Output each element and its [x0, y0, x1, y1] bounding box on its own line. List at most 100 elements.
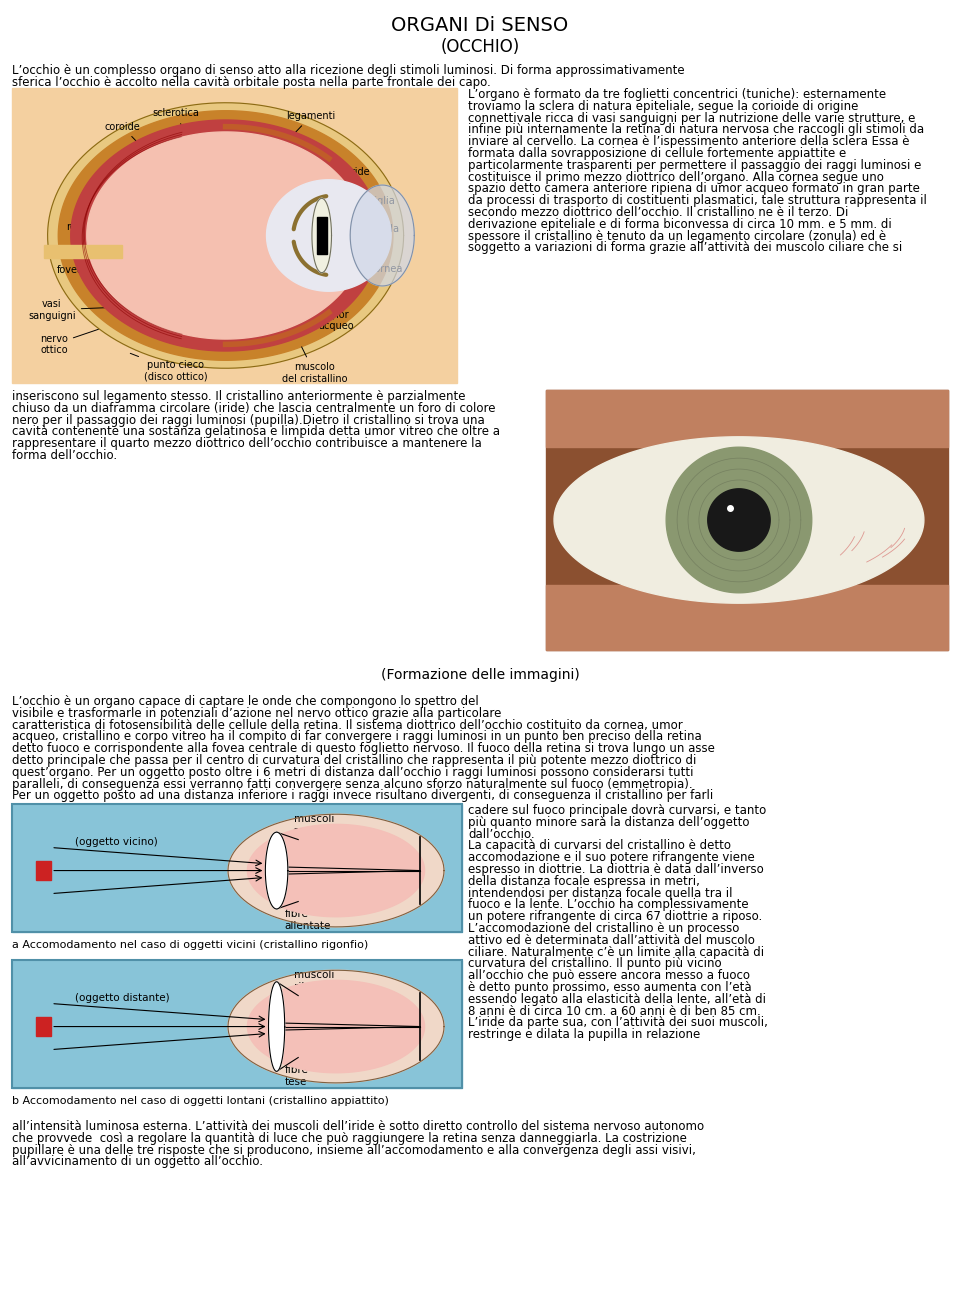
Text: iride: iride — [335, 167, 370, 184]
Text: più quanto minore sarà la distanza dell’oggetto: più quanto minore sarà la distanza dell’… — [468, 816, 750, 829]
Text: sferica l’occhio è accolto nella cavità orbitale posta nella parte frontale dei : sferica l’occhio è accolto nella cavità … — [12, 76, 491, 89]
Text: derivazione epiteliale e di forma biconvessa di circa 10 mm. e 5 mm. di: derivazione epiteliale e di forma biconv… — [468, 218, 892, 231]
Text: 8 anni è di circa 10 cm. a 60 anni è di ben 85 cm.: 8 anni è di circa 10 cm. a 60 anni è di … — [468, 1005, 760, 1018]
Text: chiuso da un diaframma circolare (iride) che lascia centralmente un foro di colo: chiuso da un diaframma circolare (iride)… — [12, 401, 495, 414]
Bar — [36, 861, 51, 880]
Text: fibre
allentate: fibre allentate — [284, 909, 331, 930]
Text: connettivale ricca di vasi sanguigni per la nutrizione delle varie strutture, e: connettivale ricca di vasi sanguigni per… — [468, 112, 916, 125]
FancyBboxPatch shape — [546, 390, 948, 447]
Text: ciliare. Naturalmente c’è un limite alla capacità di: ciliare. Naturalmente c’è un limite alla… — [468, 946, 764, 959]
Text: nervo
ottico: nervo ottico — [40, 330, 98, 356]
Bar — [546, 390, 948, 650]
Text: soggetto a variazioni di forma grazie all’attività dei muscolo ciliare che si: soggetto a variazioni di forma grazie al… — [468, 241, 902, 254]
Polygon shape — [248, 825, 424, 917]
Text: muscoli
contratti: muscoli contratti — [292, 814, 337, 835]
Polygon shape — [71, 120, 380, 351]
Text: nero per il passaggio dei raggi luminosi (pupilla).Dietro il cristallino si trov: nero per il passaggio dei raggi luminosi… — [12, 413, 485, 426]
Text: ciglia: ciglia — [365, 195, 396, 211]
Text: umor
acqueo: umor acqueo — [318, 310, 354, 331]
Text: spazio detto camera anteriore ripiena di umor acqueo formato in gran parte: spazio detto camera anteriore ripiena di… — [468, 182, 920, 195]
Text: pupilla: pupilla — [339, 224, 398, 233]
Text: ORGANI Di SENSO: ORGANI Di SENSO — [392, 16, 568, 35]
Text: cornea: cornea — [368, 259, 402, 274]
FancyBboxPatch shape — [546, 585, 948, 650]
Bar — [12, 960, 462, 1088]
Bar — [44, 245, 122, 258]
Text: restringe e dilata la pupilla in relazione: restringe e dilata la pupilla in relazio… — [468, 1028, 700, 1041]
Text: legamenti: legamenti — [286, 111, 336, 133]
Polygon shape — [267, 180, 391, 292]
Bar — [12, 804, 462, 932]
Text: (oggetto distante): (oggetto distante) — [75, 993, 170, 1003]
Text: all’intensità luminosa esterna. L’attività dei muscoli dell’iride è sotto dirett: all’intensità luminosa esterna. L’attivi… — [12, 1121, 704, 1134]
Polygon shape — [48, 103, 403, 369]
Text: all’occhio che può essere ancora messo a fuoco: all’occhio che può essere ancora messo a… — [468, 969, 750, 982]
Text: L’iride da parte sua, con l’attività dei suoi muscoli,: L’iride da parte sua, con l’attività dei… — [468, 1016, 768, 1029]
Text: attivo ed è determinata dall’attività del muscolo: attivo ed è determinata dall’attività de… — [468, 934, 755, 947]
Text: acqueo, cristallino e corpo vitreo ha il compito di far convergere i raggi lumin: acqueo, cristallino e corpo vitreo ha il… — [12, 731, 702, 744]
Bar — [12, 89, 457, 383]
Text: della distanza focale espressa in metri,: della distanza focale espressa in metri, — [468, 874, 700, 887]
Polygon shape — [554, 437, 924, 603]
Text: caratteristica di fotosensibilità delle cellule della retina. Il sistema diottri: caratteristica di fotosensibilità delle … — [12, 718, 683, 731]
Bar — [12, 960, 462, 1088]
Polygon shape — [86, 132, 365, 339]
Polygon shape — [265, 833, 288, 909]
Bar — [36, 1016, 51, 1036]
Polygon shape — [59, 111, 393, 361]
Text: retina: retina — [65, 223, 156, 232]
Polygon shape — [228, 814, 444, 926]
Text: infine più internamente la retina di natura nervosa che raccogli gli stimoli da: infine più internamente la retina di nat… — [468, 124, 924, 137]
Text: spessore il cristallino è tenuto da un legamento circolare (zonula) ed è: spessore il cristallino è tenuto da un l… — [468, 229, 886, 242]
Text: rappresentare il quarto mezzo diottrico dell’occhio contribuisce a mantenere la: rappresentare il quarto mezzo diottrico … — [12, 438, 482, 451]
Text: inviare al cervello. La cornea è l’ispessimento anteriore della sclera Essa è: inviare al cervello. La cornea è l’ispes… — [468, 136, 909, 149]
Text: cadere sul fuoco principale dovrà curvarsi, e tanto: cadere sul fuoco principale dovrà curvar… — [468, 804, 766, 817]
Polygon shape — [228, 971, 444, 1083]
Text: troviamo la sclera di natura epiteliale, segue la corioide di origine: troviamo la sclera di natura epiteliale,… — [468, 100, 858, 113]
Text: secondo mezzo diottrico dell’occhio. Il cristallino ne è il terzo. Di: secondo mezzo diottrico dell’occhio. Il … — [468, 206, 849, 219]
Text: La capacità di curvarsi del cristallino è detto: La capacità di curvarsi del cristallino … — [468, 839, 731, 852]
Text: cavità contenente una sostanza gelatinosa e limpida detta umor vitreo che oltre : cavità contenente una sostanza gelatinos… — [12, 425, 500, 438]
Text: è detto punto prossimo, esso aumenta con l’età: è detto punto prossimo, esso aumenta con… — [468, 981, 752, 994]
Text: espresso in diottrie. La diottria è data dall’inverso: espresso in diottrie. La diottria è data… — [468, 863, 764, 876]
Text: che provvede  così a regolare la quantità di luce che può raggiungere la retina : che provvede così a regolare la quantità… — [12, 1132, 686, 1145]
Text: coroide: coroide — [105, 121, 140, 143]
Text: lente: lente — [299, 236, 324, 251]
Text: forma dell’occhio.: forma dell’occhio. — [12, 450, 117, 463]
Text: un potere rifrangente di circa 67 diottrie a riposo.: un potere rifrangente di circa 67 diottr… — [468, 911, 762, 924]
Text: intendendosi per distanza focale quella tra il: intendendosi per distanza focale quella … — [468, 886, 732, 899]
Text: all’avvicinamento di un oggetto all’occhio.: all’avvicinamento di un oggetto all’occh… — [12, 1156, 263, 1169]
Text: muscolo
del cristallino: muscolo del cristallino — [282, 347, 348, 384]
Text: accomodazione e il suo potere rifrangente viene: accomodazione e il suo potere rifrangent… — [468, 851, 755, 864]
Text: umor vitreo: umor vitreo — [207, 136, 264, 167]
Text: fovea: fovea — [57, 265, 158, 275]
Text: da processi di trasporto di costituenti plasmatici, tale struttura rappresenta i: da processi di trasporto di costituenti … — [468, 194, 926, 207]
Polygon shape — [269, 981, 285, 1071]
Text: a Accomodamento nel caso di oggetti vicini (cristallino rigonfio): a Accomodamento nel caso di oggetti vici… — [12, 939, 369, 950]
Polygon shape — [666, 447, 812, 593]
Text: pupillare è una delle tre risposte che si producono, insieme all’accomodamento e: pupillare è una delle tre risposte che s… — [12, 1144, 696, 1157]
Text: fuoco e la lente. L’occhio ha complessivamente: fuoco e la lente. L’occhio ha complessiv… — [468, 898, 749, 911]
Text: (Formazione delle immagini): (Formazione delle immagini) — [380, 668, 580, 681]
Text: L’accomodazione del cristallino è un processo: L’accomodazione del cristallino è un pro… — [468, 923, 739, 936]
Polygon shape — [317, 216, 326, 254]
Text: quest’organo. Per un oggetto posto oltre i 6 metri di distanza dall’occhio i rag: quest’organo. Per un oggetto posto oltre… — [12, 766, 693, 779]
Text: detto principale che passa per il centro di curvatura del cristallino che rappre: detto principale che passa per il centro… — [12, 754, 696, 767]
Text: L’occhio è un complesso organo di senso atto alla ricezione degli stimoli lumino: L’occhio è un complesso organo di senso … — [12, 64, 684, 77]
Text: particolarmente trasparenti per permettere il passaggio dei raggi luminosi e: particolarmente trasparenti per permette… — [468, 159, 922, 172]
Text: inseriscono sul legamento stesso. Il cristallino anteriormente è parzialmente: inseriscono sul legamento stesso. Il cri… — [12, 390, 466, 403]
Text: curvatura del cristallino. Il punto più vicino: curvatura del cristallino. Il punto più … — [468, 958, 722, 971]
Text: detto fuoco e corrispondente alla fovea centrale di questo foglietto nervoso. Il: detto fuoco e corrispondente alla fovea … — [12, 743, 715, 756]
Text: dall’occhio.: dall’occhio. — [468, 827, 535, 840]
Text: vasi
sanguigni: vasi sanguigni — [28, 300, 183, 321]
Text: sclerotica: sclerotica — [153, 108, 199, 133]
Text: muscoli
rilassati: muscoli rilassati — [294, 969, 335, 992]
Text: fibre
tese: fibre tese — [284, 1065, 308, 1087]
Text: Per un oggetto posto ad una distanza inferiore i raggi invece risultano divergen: Per un oggetto posto ad una distanza inf… — [12, 790, 713, 803]
Text: L’organo è formato da tre foglietti concentrici (tuniche): esternamente: L’organo è formato da tre foglietti conc… — [468, 89, 886, 102]
Polygon shape — [248, 980, 424, 1072]
Text: formata dalla sovrapposizione di cellule fortemente appiattite e: formata dalla sovrapposizione di cellule… — [468, 147, 847, 160]
Text: L’occhio è un organo capace di captare le onde che compongono lo spettro del: L’occhio è un organo capace di captare l… — [12, 694, 479, 708]
Text: b Accomodamento nel caso di oggetti lontani (cristallino appiattito): b Accomodamento nel caso di oggetti lont… — [12, 1096, 389, 1106]
Text: (oggetto vicino): (oggetto vicino) — [75, 838, 157, 847]
